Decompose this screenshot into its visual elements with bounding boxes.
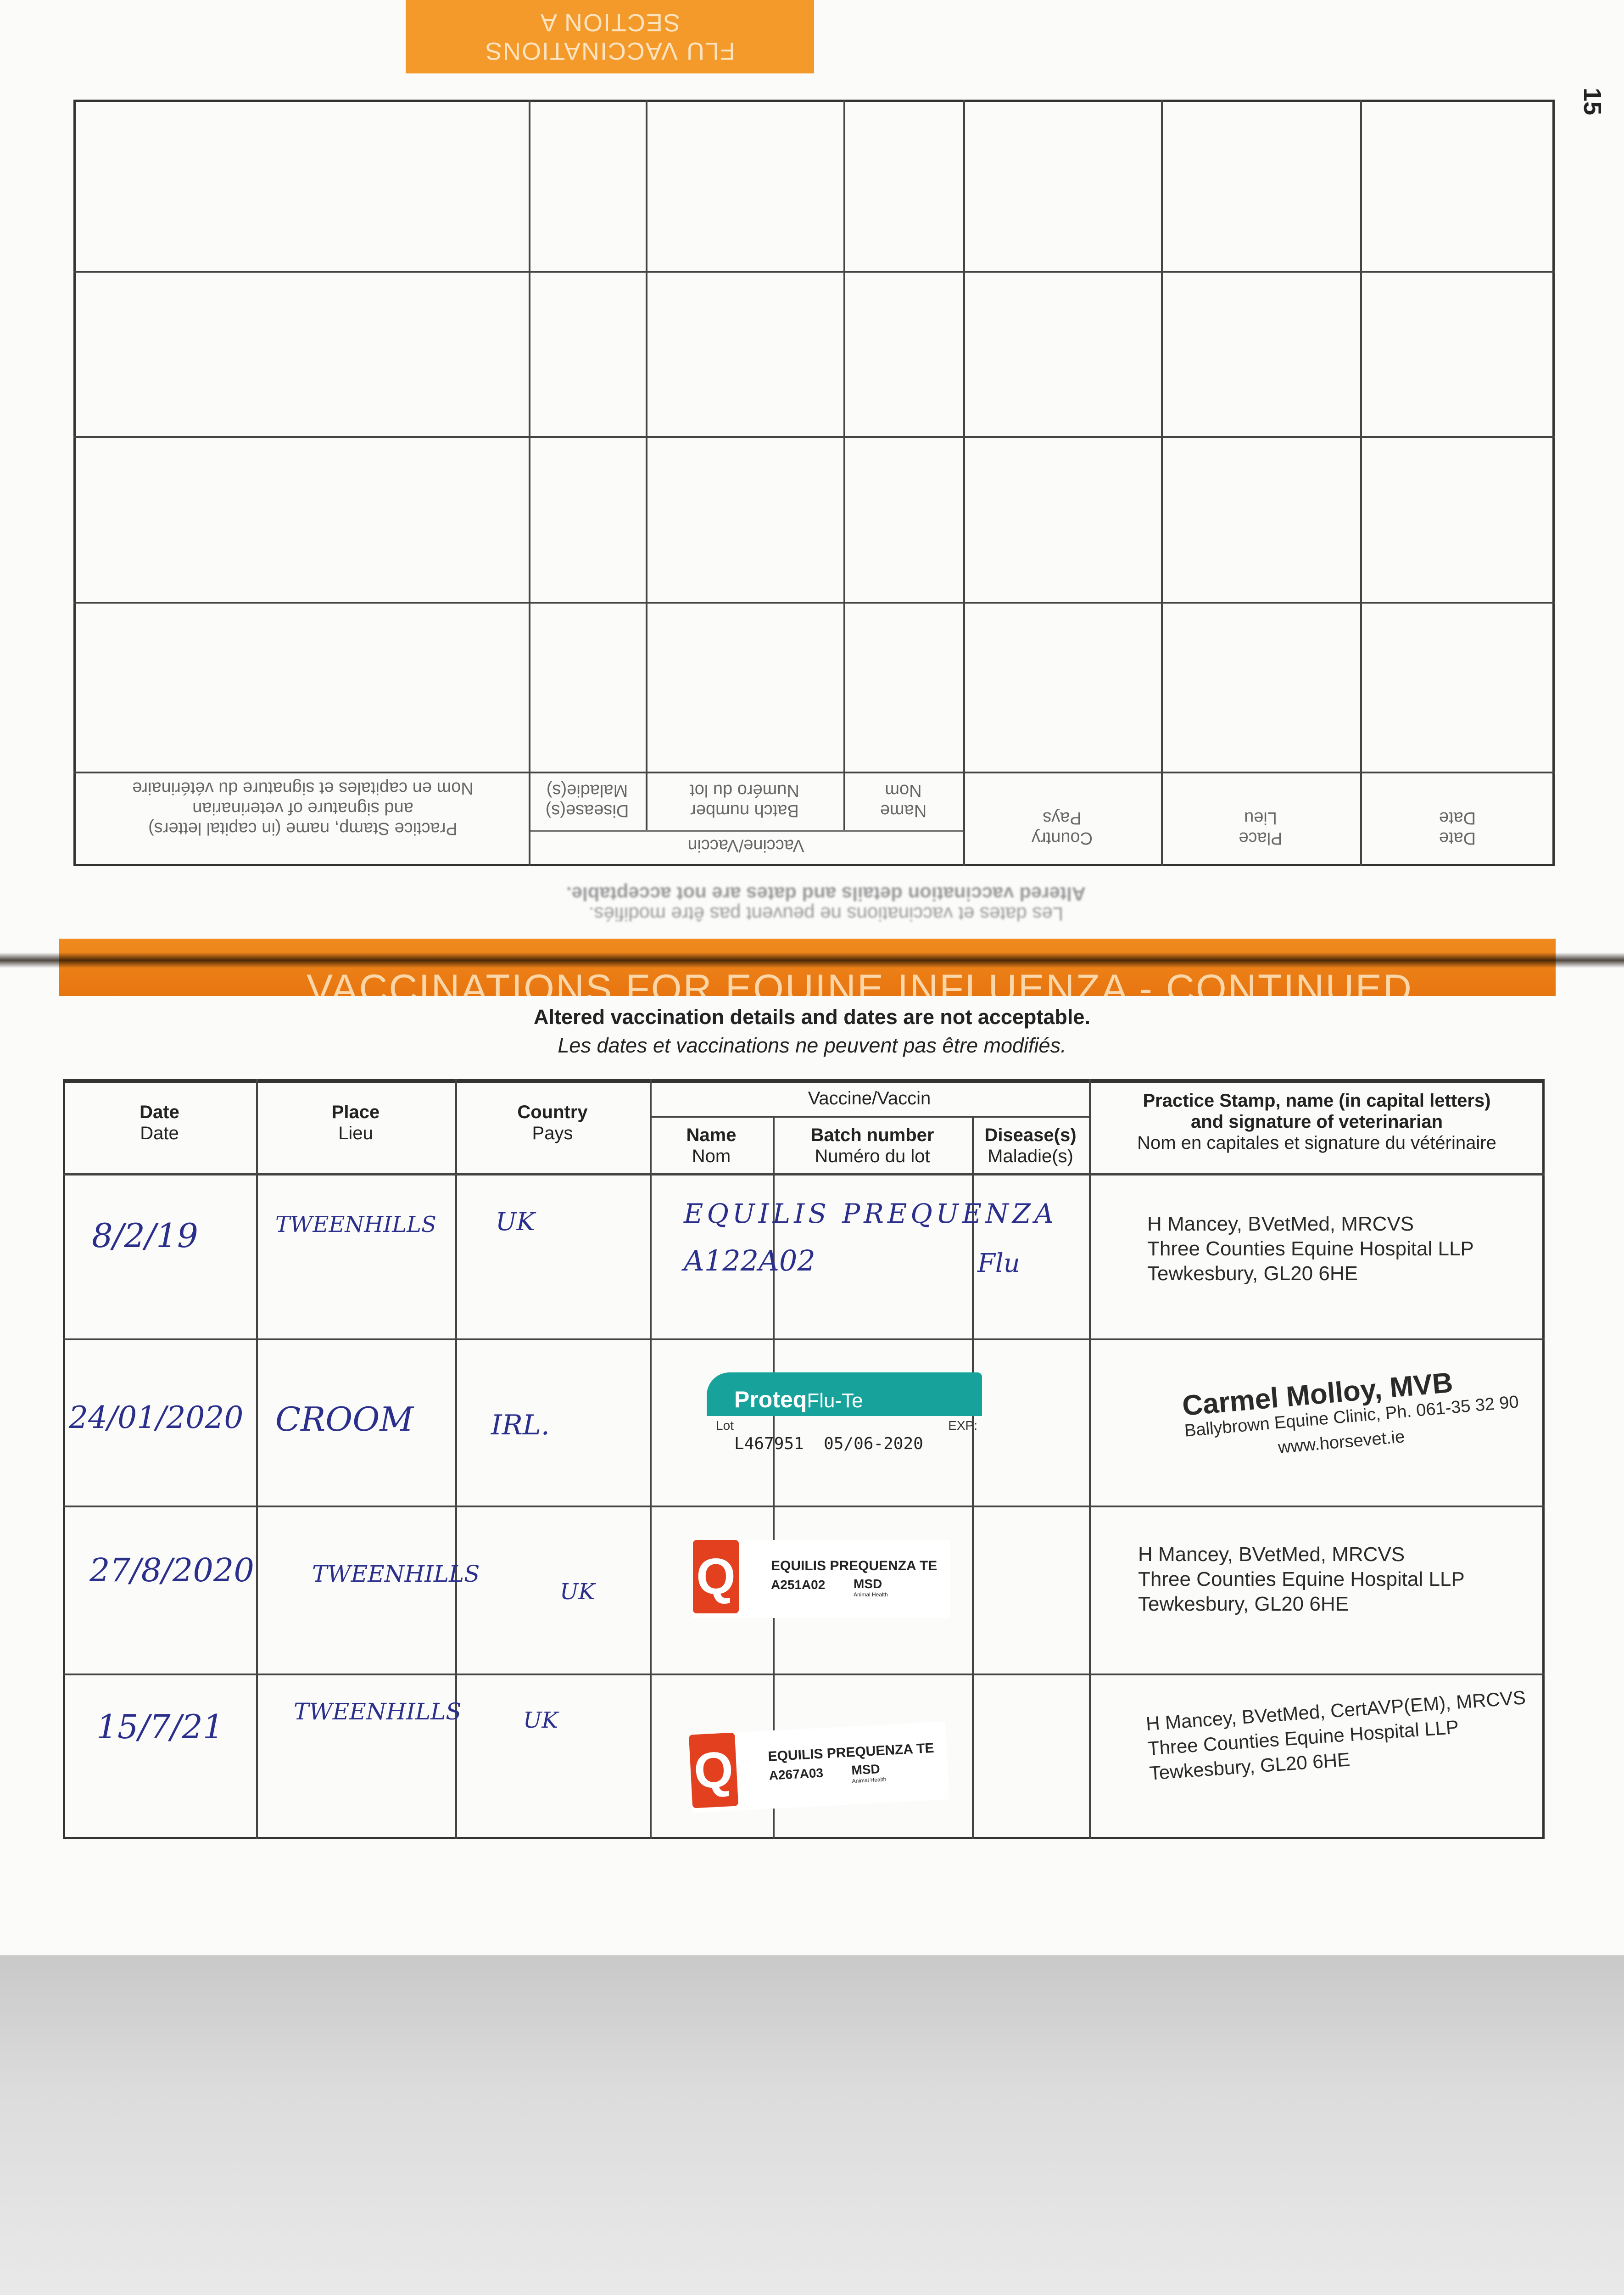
upper-header-name: Name Nom bbox=[880, 781, 927, 820]
row1-name: EQUILIS PREQUENZA bbox=[684, 1198, 1058, 1229]
row4-place: TWEENHILLS bbox=[294, 1698, 462, 1725]
header-date: Date Date bbox=[140, 1102, 179, 1143]
row3-date: 27/8/2020 bbox=[89, 1551, 254, 1589]
upper-header-disease: Disease(s) Maladie(s) bbox=[545, 781, 629, 820]
row3-country: UK bbox=[560, 1579, 595, 1605]
row2-place: CROOM bbox=[275, 1400, 414, 1439]
header-disease: Disease(s) Maladie(s) bbox=[984, 1125, 1077, 1166]
row2-country: IRL. bbox=[491, 1409, 550, 1441]
notice-english: Altered vaccination details and dates ar… bbox=[534, 1005, 1090, 1029]
row3-place: TWEENHILLS bbox=[312, 1561, 480, 1587]
vaccination-table bbox=[63, 1079, 1545, 1839]
row3-vet-stamp: H Mancey, BVetMed, MRCVS Three Counties E… bbox=[1138, 1543, 1465, 1615]
row1-place: TWEENHILLS bbox=[275, 1212, 436, 1237]
scanner-background bbox=[0, 1955, 1624, 2295]
row1-disease: Flu bbox=[977, 1248, 1020, 1278]
row1-date: 8/2/19 bbox=[92, 1216, 198, 1255]
header-vaccine: Vaccine/Vaccin bbox=[808, 1088, 931, 1108]
header-name: Name Nom bbox=[686, 1125, 737, 1166]
upper-header-vaccine: Vaccine/Vaccin bbox=[687, 836, 804, 855]
notice-french: Les dates et vaccinations ne peuvent pas… bbox=[558, 1034, 1066, 1057]
msd-logo: MSD Animal Health bbox=[854, 1577, 888, 1598]
section-tab: FLU VACCINATIONS SECTION A bbox=[406, 0, 814, 73]
msd-logo: MSD Animal Health bbox=[851, 1762, 887, 1785]
row1-vet-stamp: H Mancey, BVetMed, MRCVS Three Counties E… bbox=[1147, 1213, 1474, 1285]
equilis-prequenza-label: Q EQUILIS PREQUENZA TE A251A02 MSD Animal… bbox=[693, 1540, 950, 1618]
upper-header-batch: Batch number Numéro du lot bbox=[690, 781, 799, 820]
header-batch: Batch number Numéro du lot bbox=[810, 1125, 934, 1166]
upper-header-country: Country Pays bbox=[1031, 808, 1093, 848]
upper-header-stamp: Practice Stamp, name (in capital letters… bbox=[132, 778, 474, 838]
row4-date: 15/7/21 bbox=[96, 1707, 224, 1746]
proteq-flu-te-label: ProteqFlu-Te Lot EXP: L467951 05/06-2020 bbox=[693, 1372, 982, 1460]
q-logo-icon: Q bbox=[688, 1732, 739, 1808]
row2-date: 24/01/2020 bbox=[69, 1400, 244, 1435]
header-country: Country Pays bbox=[517, 1102, 588, 1143]
page-number: 15 bbox=[1579, 87, 1607, 116]
upper-blank-table bbox=[73, 100, 1555, 866]
row4-country: UK bbox=[523, 1707, 558, 1733]
header-place: Place Lieu bbox=[331, 1102, 380, 1143]
header-stamp: Practice Stamp, name (in capital letters… bbox=[1137, 1091, 1496, 1153]
upper-header-date: Date Date bbox=[1439, 808, 1476, 848]
book-gutter bbox=[0, 952, 1624, 968]
upper-header-place: Place Lieu bbox=[1239, 808, 1283, 848]
upper-caption: Les dates et vaccinations ne peuvent pas… bbox=[566, 883, 1086, 925]
equilis-prequenza-label: Q EQUILIS PREQUENZA TE A267A03 MSD Animal… bbox=[688, 1721, 950, 1813]
row1-country: UK bbox=[496, 1207, 535, 1236]
row1-batch: A122A02 bbox=[684, 1244, 815, 1277]
q-logo-icon: Q bbox=[693, 1540, 739, 1613]
